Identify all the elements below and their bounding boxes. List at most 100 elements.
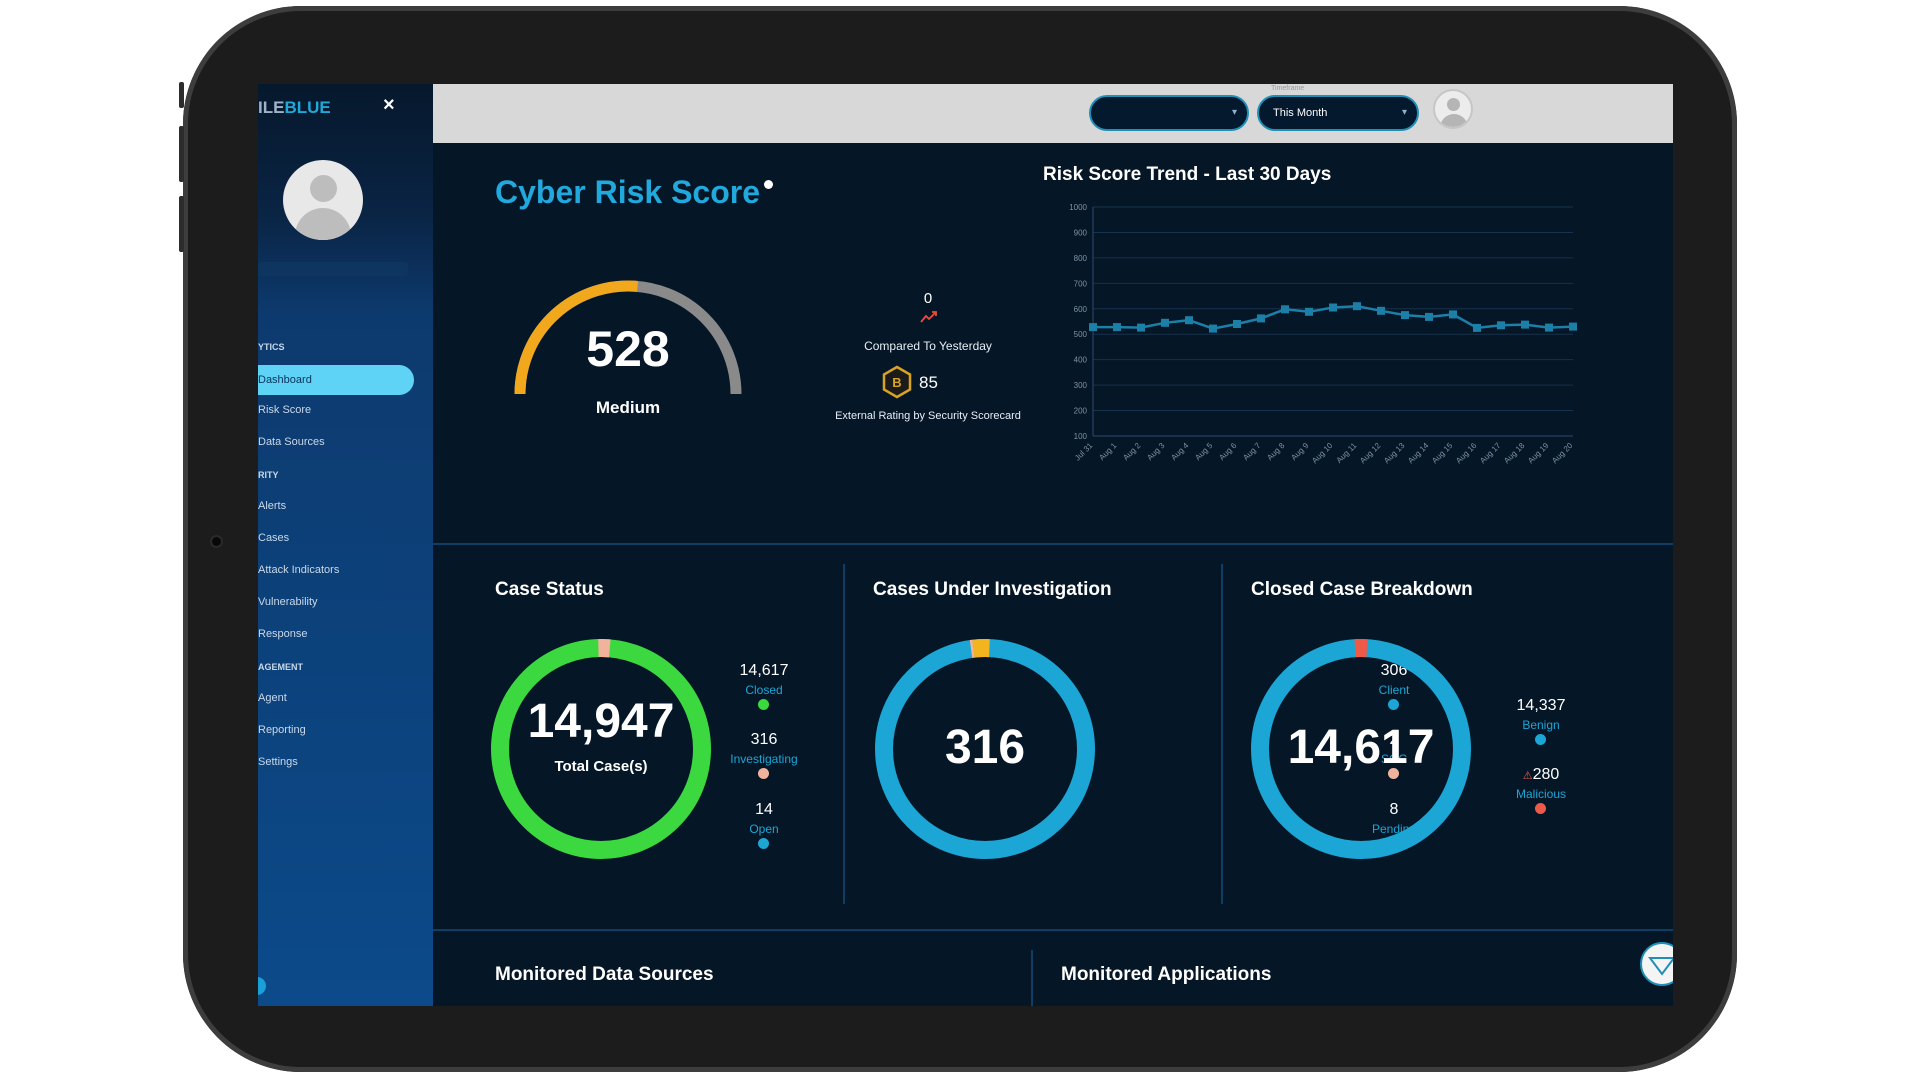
- chart-x-tick-label: Aug 14: [1406, 441, 1431, 466]
- nav-section-analytics: YTICS: [258, 342, 285, 352]
- sidebar-item-attack-indicators[interactable]: Attack Indicators: [258, 564, 340, 576]
- top-bar: Timeframe ▾ This Month ▾: [433, 84, 1673, 143]
- warning-icon: ⚠: [1522, 770, 1533, 782]
- legend-benign-label: Benign: [1522, 718, 1560, 732]
- risk-rating: Medium: [595, 398, 661, 417]
- chat-button[interactable]: [1640, 942, 1673, 986]
- chart-x-tick-label: Aug 12: [1358, 441, 1383, 466]
- legend-client-dot: [1388, 699, 1399, 710]
- legend-soc-dot: [1388, 768, 1399, 779]
- external-rating-label: External Rating by Security Scorecard: [835, 410, 1021, 422]
- grade-hexagon-icon: B: [882, 365, 912, 399]
- chart-x-tick-label: Aug 6: [1217, 441, 1239, 463]
- chart-data-point: [1209, 324, 1217, 333]
- nav-section-security: RITY: [258, 470, 279, 480]
- cyber-risk-score-title: Cyber Risk Score: [495, 174, 761, 210]
- chart-data-point: [1257, 314, 1265, 323]
- compared-value: 0: [923, 290, 933, 307]
- closed-breakdown-total: 14,617: [1287, 721, 1435, 774]
- sidebar-item-settings[interactable]: Settings: [258, 756, 298, 768]
- chat-icon: [1648, 957, 1673, 976]
- chart-x-tick-label: Aug 20: [1550, 441, 1575, 466]
- sidebar-item-cases[interactable]: Cases: [258, 532, 290, 544]
- chevron-down-icon: ▾: [1231, 107, 1237, 118]
- compared-label: Compared To Yesterday: [864, 339, 992, 353]
- card-divider: [843, 564, 845, 904]
- close-icon[interactable]: ×: [383, 94, 395, 116]
- legend-soc-value: 2: [1389, 731, 1399, 748]
- chart-x-tick-label: Aug 10: [1310, 441, 1335, 466]
- sidebar-item-dashboard[interactable]: Dashboard: [258, 365, 414, 395]
- camera-icon: [212, 537, 221, 546]
- chart-y-tick-label: 900: [1074, 228, 1088, 237]
- chart-data-point: [1233, 320, 1241, 328]
- chart-x-tick-label: Aug 16: [1454, 441, 1479, 466]
- chart-y-tick-label: 200: [1074, 407, 1088, 416]
- chart-x-tick-label: Aug 3: [1145, 441, 1167, 463]
- chart-y-tick-label: 500: [1074, 330, 1088, 339]
- risk-gauge: [514, 280, 742, 395]
- info-icon[interactable]: [764, 180, 773, 189]
- sidebar-item-vulnerability[interactable]: Vulnerability: [258, 596, 318, 608]
- chart-y-tick-label: 1000: [1069, 203, 1087, 212]
- chart-data-point: [1353, 302, 1361, 311]
- sidebar-item-response[interactable]: Response: [258, 628, 308, 640]
- tablet-button: [179, 82, 184, 108]
- monitored-data-sources-title: Monitored Data Sources: [495, 964, 714, 985]
- sidebar-item-alerts[interactable]: Alerts: [258, 500, 287, 512]
- legend-soc-label: SOC: [1380, 752, 1407, 766]
- chart-data-point: [1161, 318, 1169, 327]
- avatar[interactable]: [283, 160, 363, 240]
- timeframe-label: Timeframe: [1271, 85, 1305, 92]
- legend-investigating-label: Investigating: [730, 752, 798, 766]
- section-divider: [433, 929, 1673, 931]
- chart-x-tick-label: Aug 19: [1526, 441, 1551, 466]
- legend-pending-value: 8: [1389, 801, 1399, 818]
- chart-data-point: [1497, 321, 1505, 330]
- legend-closed-value: 14,617: [739, 662, 789, 679]
- chart-x-tick-label: Aug 2: [1121, 441, 1143, 463]
- trend-chart-title: Risk Score Trend - Last 30 Days: [1043, 164, 1332, 185]
- timeframe-dropdown[interactable]: This Month ▾: [1257, 95, 1419, 131]
- chart-y-tick-label: 400: [1074, 356, 1088, 365]
- chart-data-point: [1377, 306, 1385, 315]
- chart-x-tick-label: Aug 4: [1169, 441, 1191, 463]
- case-status-title: Case Status: [495, 579, 604, 600]
- legend-investigating-value: 316: [750, 731, 778, 748]
- chart-x-tick-label: Aug 1: [1097, 441, 1119, 463]
- chart-data-point: [1521, 320, 1529, 329]
- closed-breakdown-title: Closed Case Breakdown: [1251, 579, 1473, 600]
- grade-letter: B: [892, 375, 901, 390]
- section-divider: [433, 543, 1673, 545]
- chevron-down-icon: ▾: [1401, 107, 1407, 118]
- legend-client-value: 306: [1380, 662, 1408, 679]
- chart-data-point: [1281, 305, 1289, 314]
- chart-data-point: [1425, 312, 1433, 321]
- filter-dropdown[interactable]: ▾: [1089, 95, 1249, 131]
- under-investigation-donut: [875, 639, 1095, 859]
- chart-data-point: [1113, 323, 1121, 332]
- app-screen: ILEBLUE × YTICS Dashboard Risk Score Dat…: [258, 84, 1673, 1006]
- case-status-total-label: Total Case(s): [554, 758, 648, 775]
- sidebar-item-reporting[interactable]: Reporting: [258, 724, 306, 736]
- chart-data-point: [1089, 323, 1097, 332]
- tablet-button: [179, 126, 184, 182]
- chart-x-tick-label: Aug 18: [1502, 441, 1527, 466]
- sidebar-item-agent[interactable]: Agent: [258, 692, 287, 704]
- chart-data-point: [1569, 322, 1577, 331]
- user-avatar[interactable]: [1433, 89, 1473, 129]
- chart-data-point: [1449, 310, 1457, 319]
- chart-y-tick-label: 700: [1074, 279, 1088, 288]
- app-logo[interactable]: ILEBLUE: [258, 98, 331, 117]
- nav-section-management: AGEMENT: [258, 662, 303, 672]
- chart-y-tick-label: 100: [1074, 432, 1088, 441]
- legend-client-label: Client: [1378, 683, 1410, 697]
- gauge-fill: [514, 280, 638, 395]
- legend-closed-label: Closed: [745, 683, 783, 697]
- case-status-total: 14,947: [527, 695, 675, 748]
- under-investigation-total: 316: [944, 721, 1026, 774]
- sidebar-item-data-sources[interactable]: Data Sources: [258, 436, 325, 448]
- collapse-toggle[interactable]: [258, 977, 266, 995]
- chart-y-tick-label: 300: [1074, 381, 1088, 390]
- sidebar-item-risk-score[interactable]: Risk Score: [258, 404, 312, 416]
